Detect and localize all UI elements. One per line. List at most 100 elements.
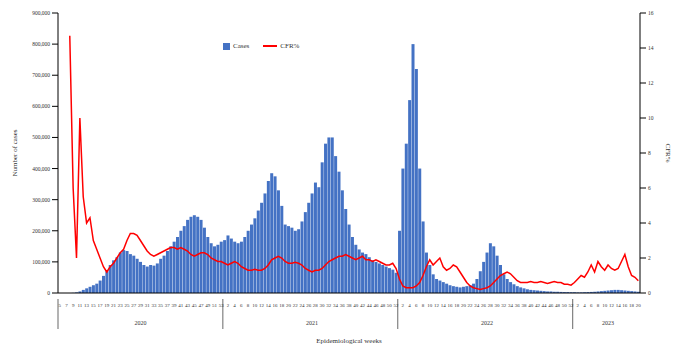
svg-text:400,000: 400,000 [32,166,50,172]
svg-text:32: 32 [501,303,507,308]
svg-text:34: 34 [333,303,339,308]
svg-text:8: 8 [648,150,651,156]
svg-text:16: 16 [622,303,628,308]
svg-text:14: 14 [648,45,654,51]
svg-text:36: 36 [340,303,346,308]
svg-text:32: 32 [326,303,332,308]
svg-text:18: 18 [629,303,635,308]
svg-text:37: 37 [165,303,171,308]
svg-text:24: 24 [474,303,480,308]
svg-text:30: 30 [320,303,326,308]
svg-text:23: 23 [118,303,124,308]
svg-text:28: 28 [313,303,319,308]
svg-text:8: 8 [597,303,600,308]
svg-text:600,000: 600,000 [32,103,50,109]
svg-text:19: 19 [104,303,110,308]
svg-text:CFR%: CFR% [664,143,672,162]
svg-text:34: 34 [508,303,513,308]
svg-text:12: 12 [609,303,615,308]
svg-text:10: 10 [602,303,608,308]
svg-text:4: 4 [648,220,651,226]
svg-text:33: 33 [151,303,157,308]
svg-text:31: 31 [145,303,151,308]
svg-text:22: 22 [293,303,299,308]
svg-text:39: 39 [172,303,178,308]
svg-text:13: 13 [84,303,90,308]
svg-text:44: 44 [367,303,373,308]
svg-text:50: 50 [562,303,568,308]
svg-text:43: 43 [185,303,191,308]
svg-text:26: 26 [481,303,487,308]
svg-text:12: 12 [434,303,440,308]
svg-text:27: 27 [131,303,137,308]
svg-text:6: 6 [415,303,418,308]
svg-text:18: 18 [454,303,460,308]
svg-text:0: 0 [47,290,50,296]
svg-text:50: 50 [387,303,393,308]
svg-text:12: 12 [648,80,654,86]
svg-text:38: 38 [521,303,527,308]
svg-text:500,000: 500,000 [32,134,50,140]
svg-text:14: 14 [441,303,447,308]
svg-text:2022: 2022 [481,320,493,326]
svg-text:2: 2 [577,303,580,308]
svg-text:10: 10 [427,303,433,308]
svg-text:45: 45 [192,303,198,308]
svg-text:40: 40 [528,303,534,308]
svg-text:6: 6 [648,185,651,191]
svg-text:5: 5 [58,303,61,308]
svg-text:15: 15 [91,303,97,308]
svg-text:18: 18 [279,303,285,308]
svg-text:20: 20 [636,303,642,308]
svg-text:16: 16 [272,303,278,308]
svg-text:17: 17 [98,303,104,308]
svg-text:300,000: 300,000 [32,197,50,203]
svg-text:6: 6 [240,303,243,308]
svg-text:10: 10 [252,303,258,308]
svg-text:16: 16 [447,303,453,308]
svg-text:29: 29 [138,303,144,308]
svg-text:52: 52 [394,303,400,308]
svg-text:8: 8 [422,303,425,308]
svg-text:Epidemiological weeks: Epidemiological weeks [316,337,382,345]
svg-text:48: 48 [380,303,386,308]
svg-text:47: 47 [198,303,204,308]
svg-text:38: 38 [347,303,353,308]
svg-text:41: 41 [178,303,184,308]
svg-text:48: 48 [555,303,561,308]
svg-text:22: 22 [468,303,474,308]
svg-text:2020: 2020 [134,320,146,326]
svg-text:40: 40 [353,303,359,308]
svg-text:2023: 2023 [602,320,614,326]
svg-text:16: 16 [648,10,654,16]
svg-text:9: 9 [72,303,75,308]
svg-text:0: 0 [648,290,651,296]
svg-text:20: 20 [286,303,292,308]
svg-text:52: 52 [569,303,575,308]
svg-text:46: 46 [548,303,554,308]
svg-text:36: 36 [515,303,521,308]
svg-text:46: 46 [373,303,379,308]
svg-text:12: 12 [259,303,265,308]
svg-text:24: 24 [299,303,305,308]
svg-text:30: 30 [495,303,501,308]
svg-text:21: 21 [111,303,117,308]
svg-text:14: 14 [616,303,622,308]
svg-text:700,000: 700,000 [32,72,50,78]
svg-text:100,000: 100,000 [32,259,50,265]
svg-text:26: 26 [306,303,312,308]
svg-text:25: 25 [124,303,130,308]
svg-text:7: 7 [65,303,68,308]
svg-text:4: 4 [583,303,586,308]
svg-text:900,000: 900,000 [32,10,50,16]
svg-text:10: 10 [648,115,654,121]
svg-text:49: 49 [205,303,211,308]
svg-text:11: 11 [77,303,82,308]
svg-text:200,000: 200,000 [32,228,50,234]
svg-text:14: 14 [266,303,272,308]
svg-text:28: 28 [488,303,494,308]
svg-text:2: 2 [648,255,651,261]
svg-text:44: 44 [542,303,548,308]
svg-text:Number of cases: Number of cases [11,129,19,176]
svg-text:51: 51 [212,303,218,308]
